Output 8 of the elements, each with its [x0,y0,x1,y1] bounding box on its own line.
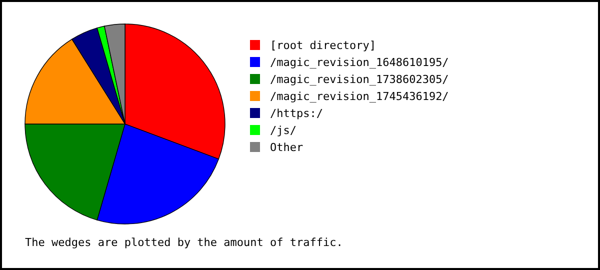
text: The wedges are plotted by the amount of traffic. [25,236,343,249]
legend-label: /magic_revision_1745436192/ [270,90,449,103]
legend-label: Other [270,141,304,154]
legend-label: /https:/ [270,107,323,120]
legend-label: /magic_revision_1648610195/ [270,56,449,69]
legend-label: [root directory] [270,39,376,52]
legend-label: /magic_revision_1738602305/ [270,73,449,86]
legend-label: /js/ [270,124,296,137]
